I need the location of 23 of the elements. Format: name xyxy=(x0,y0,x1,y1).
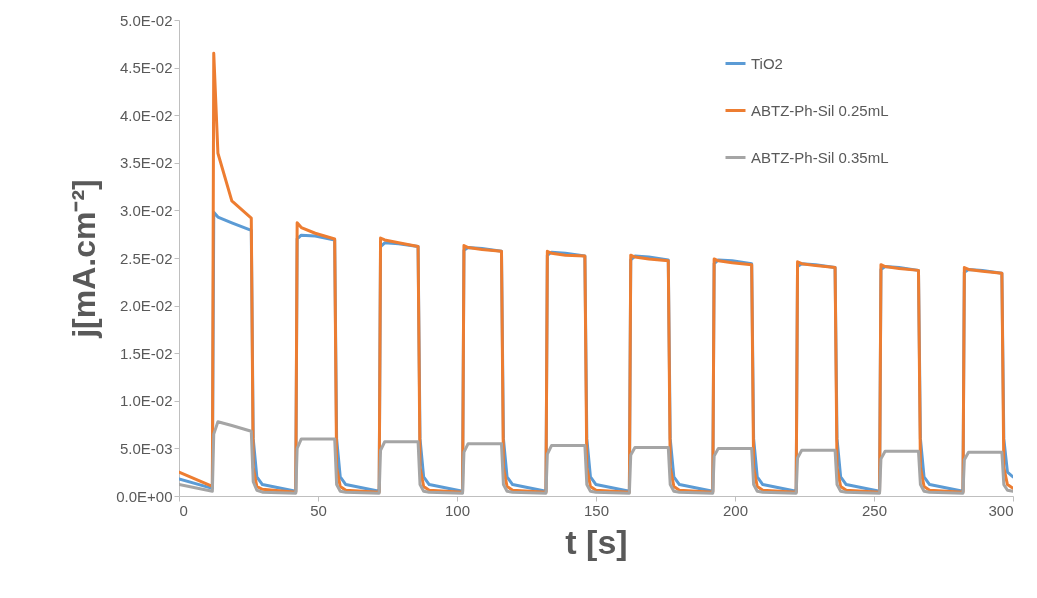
y-tick-label: 3.5E-02 xyxy=(119,154,173,172)
x-tick-label: 250 xyxy=(861,501,888,519)
y-tick-label: 4.5E-02 xyxy=(119,59,173,77)
x-tick-label: 50 xyxy=(310,501,327,519)
y-tick-label: 5.0E-02 xyxy=(119,11,173,29)
y-tick-label: 4.0E-02 xyxy=(119,106,173,124)
x-tick-label: 0 xyxy=(179,501,188,519)
y-tick-label: 5.0E-03 xyxy=(119,439,173,457)
y-tick-label: 1.0E-02 xyxy=(119,392,173,410)
legend-label: ABTZ-Ph-Sil 0.35mL xyxy=(751,148,889,166)
x-axis-title: t [s] xyxy=(565,522,628,561)
x-tick-label: 300 xyxy=(988,501,1014,519)
y-tick-label: 0.0E+00 xyxy=(116,487,173,505)
x-tick-label: 150 xyxy=(583,501,610,519)
y-axis-title: j[mA.cm⁻²] xyxy=(66,179,103,339)
y-tick-label: 3.0E-02 xyxy=(119,201,173,219)
x-tick-label: 200 xyxy=(722,501,749,519)
legend-label: ABTZ-Ph-Sil 0.25mL xyxy=(751,101,889,119)
x-tick-label: 100 xyxy=(444,501,471,519)
legend-label: TiO2 xyxy=(751,54,783,72)
y-tick-label: 2.0E-02 xyxy=(119,297,173,315)
y-tick-label: 1.5E-02 xyxy=(119,344,173,362)
y-tick-label: 2.5E-02 xyxy=(119,249,173,267)
